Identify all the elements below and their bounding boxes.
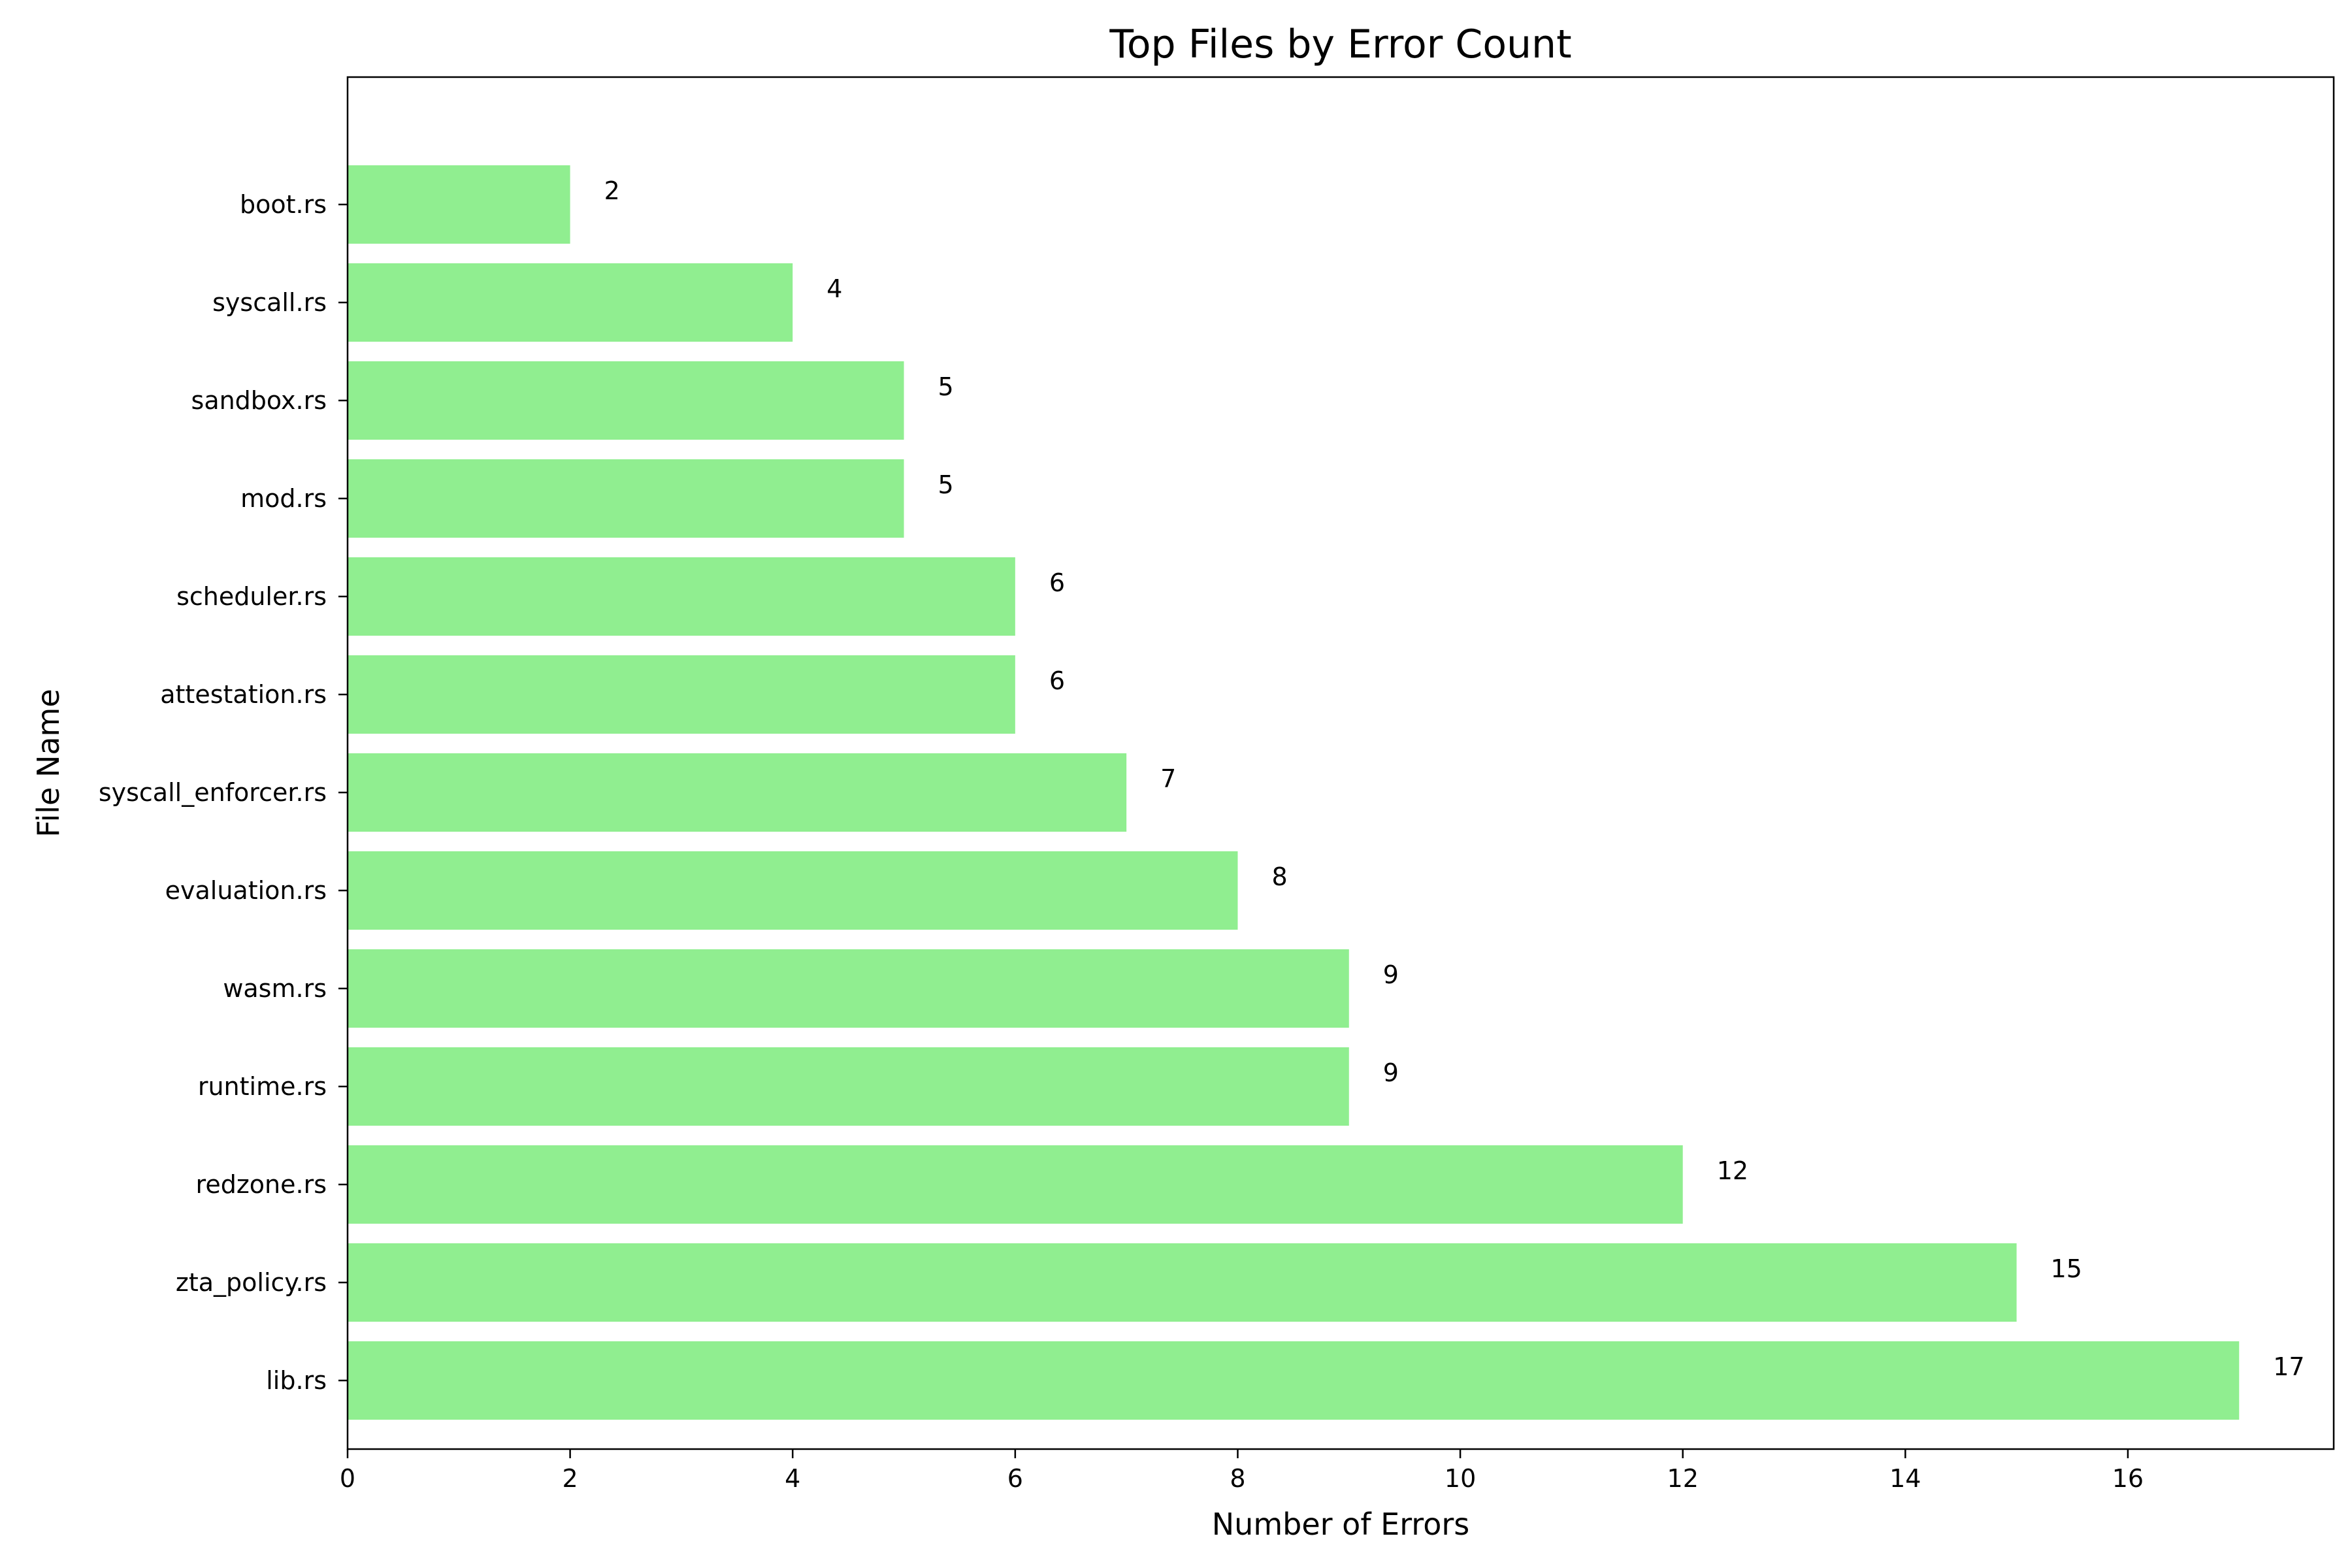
- value-label: 6: [1049, 666, 1065, 695]
- bar-evaluation-rs: [348, 851, 1238, 930]
- x-tick-label: 8: [1230, 1464, 1245, 1493]
- bar-lib-rs: [348, 1341, 2240, 1420]
- x-tick-label: 10: [1445, 1464, 1476, 1493]
- value-label: 4: [826, 274, 842, 303]
- y-tick-label: runtime.rs: [198, 1072, 327, 1101]
- bar-wasm-rs: [348, 949, 1349, 1028]
- bar-syscall-rs: [348, 263, 793, 342]
- chart-title: Top Files by Error Count: [1109, 22, 1571, 67]
- y-tick-label: syscall_enforcer.rs: [99, 778, 327, 807]
- value-label: 12: [1717, 1156, 1748, 1185]
- x-tick-label: 14: [1889, 1464, 1921, 1493]
- x-axis-label: Number of Errors: [1212, 1507, 1469, 1542]
- y-tick-label: attestation.rs: [160, 680, 327, 709]
- value-label: 5: [938, 470, 954, 499]
- y-tick-label: mod.rs: [240, 484, 327, 513]
- plot-area-frame: [346, 76, 2335, 1450]
- x-tick-label: 2: [563, 1464, 578, 1493]
- y-tick-label: syscall.rs: [212, 288, 327, 317]
- x-tick-label: 16: [2112, 1464, 2144, 1493]
- value-label: 15: [2051, 1254, 2082, 1283]
- value-label: 6: [1049, 568, 1065, 597]
- y-tick-label: zta_policy.rs: [176, 1268, 327, 1297]
- value-label: 17: [2273, 1352, 2304, 1381]
- y-tick-label: scheduler.rs: [176, 582, 327, 611]
- bar-sandbox-rs: [348, 361, 904, 440]
- value-labels-layer: 17 15 12 9 9 8 7 6 6 5 5 4 2: [604, 176, 2305, 1381]
- y-axis-label: File Name: [31, 689, 66, 837]
- x-tick-label: 4: [785, 1464, 800, 1493]
- bar-syscall-enforcer-rs: [348, 753, 1127, 832]
- x-tick-label: 6: [1007, 1464, 1023, 1493]
- bar-mod-rs: [348, 459, 904, 538]
- y-tick-label: boot.rs: [240, 190, 327, 219]
- x-tick-label: 12: [1667, 1464, 1699, 1493]
- value-label: 9: [1383, 960, 1399, 989]
- y-tick-label: redzone.rs: [196, 1170, 327, 1199]
- bar-runtime-rs: [348, 1047, 1349, 1126]
- bar-redzone-rs: [348, 1145, 1683, 1224]
- y-tick-label: sandbox.rs: [191, 386, 327, 415]
- bar-boot-rs: [348, 165, 570, 244]
- bar-attestation-rs: [348, 655, 1015, 734]
- bar-scheduler-rs: [348, 557, 1015, 636]
- ticks-layer: lib.rs zta_policy.rs redzone.rs runtime.rs w…: [99, 190, 2144, 1493]
- y-tick-label: evaluation.rs: [165, 876, 327, 905]
- value-label: 7: [1160, 764, 1176, 793]
- y-tick-label: lib.rs: [266, 1366, 327, 1395]
- x-tick-label: 0: [340, 1464, 355, 1493]
- value-label: 5: [938, 372, 954, 401]
- bars-layer: [348, 165, 2240, 1420]
- value-label: 8: [1271, 862, 1287, 891]
- bar-zta-policy-rs: [348, 1243, 2017, 1322]
- value-label: 2: [604, 176, 620, 205]
- y-tick-label: wasm.rs: [223, 974, 327, 1003]
- value-label: 9: [1383, 1058, 1399, 1087]
